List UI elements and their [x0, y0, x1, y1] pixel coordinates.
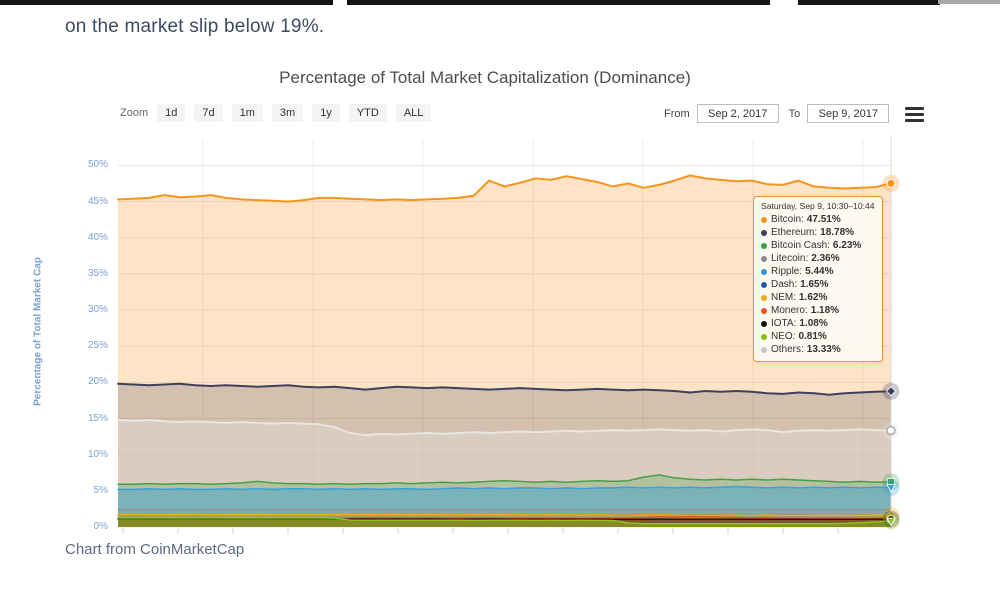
tooltip-item: NEM: 1.62%	[761, 291, 875, 304]
tooltip-item: IOTA: 1.08%	[761, 317, 875, 330]
series-end-markers	[882, 174, 900, 530]
series-color-dot	[761, 281, 767, 288]
series-line-bitcoin	[117, 174, 892, 203]
marker-others	[886, 425, 896, 436]
marker-ripple	[886, 484, 896, 493]
date-range-controls: From To	[664, 104, 925, 123]
tooltip-item: Monero: 1.18%	[761, 304, 875, 317]
zoom-button-1y[interactable]: 1y	[312, 104, 340, 122]
from-label: From	[664, 107, 690, 120]
top-cropped-bar	[0, 0, 940, 5]
tooltip-item: NEO: 0.81%	[761, 330, 875, 343]
series-area-neo	[118, 517, 891, 527]
chart-source-caption: Chart from CoinMarketCap	[65, 541, 245, 558]
top-bar-notch	[770, 0, 798, 5]
tooltip-item: Bitcoin: 47.51%	[761, 213, 875, 226]
series-color-dot	[761, 320, 767, 327]
series-color-dot	[761, 307, 767, 314]
marker-ethereum	[885, 386, 897, 397]
top-cropped-bar-gray	[938, 0, 1000, 4]
y-axis-tick-label: 40%	[87, 231, 108, 243]
series-line-ripple	[117, 485, 892, 491]
article-text: on the market slip below 19%.	[65, 16, 325, 37]
series-line-bitcoin-cash	[117, 474, 892, 486]
zoom-button-group: 1d 7d 1m 3m 1y YTD ALL	[157, 104, 440, 122]
zoom-button-1d[interactable]: 1d	[157, 104, 186, 122]
y-axis-tick-label: 45%	[87, 195, 108, 207]
series-color-dot	[761, 333, 767, 340]
tooltip-items: Bitcoin: 47.51% Ethereum: 18.78% Bitcoin Cas…	[761, 213, 875, 356]
zoom-button-3m[interactable]: 3m	[271, 104, 304, 122]
series-line-litecoin	[117, 508, 892, 511]
series-area-bitcoin	[118, 175, 891, 527]
zoom-controls: Zoom 1d 7d 1m 3m 1y YTD ALL	[120, 104, 440, 122]
y-axis-tick-label: 0%	[93, 521, 108, 532]
zoom-button-7d[interactable]: 7d	[194, 104, 223, 122]
series-color-dot	[761, 268, 767, 275]
series-color-dot	[761, 216, 767, 223]
chart-controls: Zoom 1d 7d 1m 3m 1y YTD ALL From To	[0, 104, 1000, 126]
zoom-button-ytd[interactable]: YTD	[348, 104, 387, 122]
y-axis-tick-label: 5%	[93, 484, 108, 496]
chart-title: Percentage of Total Market Capitalizatio…	[279, 68, 691, 87]
tooltip-item: Ethereum: 18.78%	[761, 226, 875, 239]
top-bar-notch	[333, 0, 347, 5]
zoom-button-1m[interactable]: 1m	[231, 104, 263, 122]
series-line-nem	[117, 513, 892, 517]
hamburger-icon[interactable]	[905, 106, 925, 122]
series-color-dot	[761, 294, 767, 301]
y-axis-tick-label: 15%	[87, 412, 108, 424]
chart-tooltip: Saturday, Sep 9, 10:30–10:44 Bitcoin: 47.…	[753, 196, 883, 362]
series-color-dot	[761, 255, 767, 262]
tooltip-item: Ripple: 5.44%	[761, 265, 875, 278]
zoom-button-all[interactable]: ALL	[395, 104, 432, 122]
tooltip-header: Saturday, Sep 9, 10:30–10:44	[761, 201, 875, 211]
y-axis-tick-label: 35%	[87, 267, 108, 279]
tooltip-item: Others: 13.33%	[761, 343, 875, 356]
series-color-dot	[761, 229, 767, 236]
to-label: To	[788, 107, 801, 120]
series-area-ethereum	[118, 383, 891, 527]
series-line-others	[117, 419, 892, 437]
series-line-ethereum	[117, 382, 892, 396]
series-color-dot	[761, 242, 767, 249]
to-date-input[interactable]	[807, 104, 890, 123]
y-axis-tick-label: 25%	[87, 340, 108, 352]
tooltip-item: Bitcoin Cash: 6.23%	[761, 239, 875, 252]
marker-bitcoin	[886, 178, 896, 188]
y-axis-tick-label: 10%	[87, 448, 108, 460]
y-axis-tick-label: 30%	[87, 304, 108, 316]
tooltip-item: Litecoin: 2.36%	[761, 252, 875, 265]
tooltip-item: Dash: 1.65%	[761, 278, 875, 291]
series-area-others	[118, 420, 891, 527]
y-axis-tick-label: 50%	[87, 159, 108, 171]
zoom-label: Zoom	[120, 107, 149, 119]
marker-neo	[886, 517, 896, 526]
y-axis-tick-label: 20%	[87, 376, 108, 388]
from-date-input[interactable]	[696, 104, 779, 123]
series-color-dot	[761, 346, 767, 353]
x-axis-ticks	[122, 528, 839, 534]
series-line-neo	[117, 516, 892, 525]
